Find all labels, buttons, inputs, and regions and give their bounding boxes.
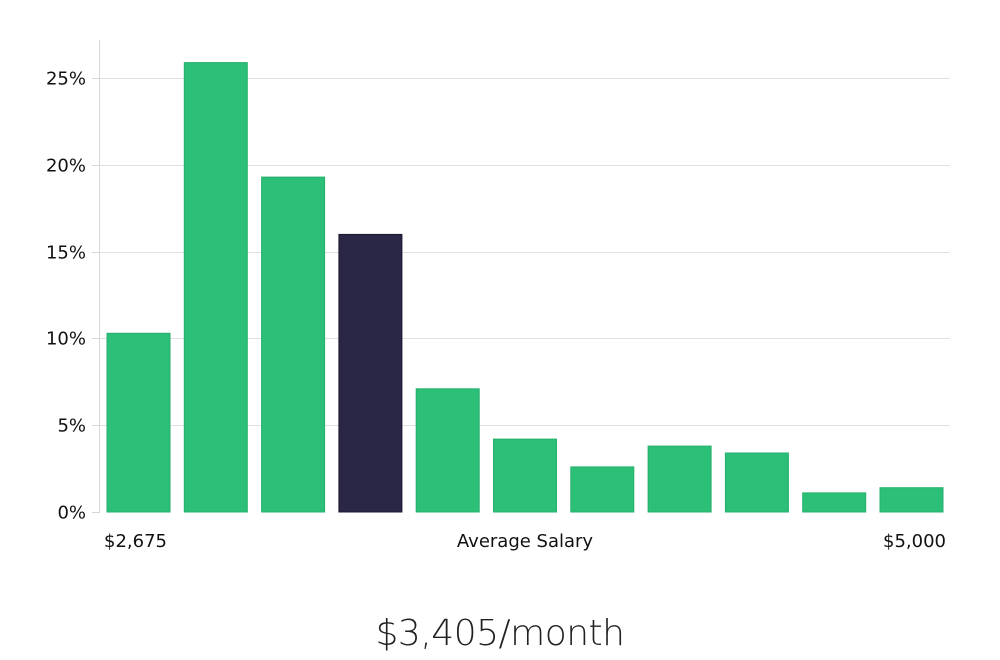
- bar: [570, 466, 635, 513]
- bar: [415, 388, 480, 513]
- bar: [183, 62, 248, 513]
- salary-histogram: 0% 5% 10% 15% 20% 25% $2,675 Average Salary $…: [46, 40, 950, 552]
- y-tick-labels: 0% 5% 10% 15% 20% 25%: [46, 69, 100, 524]
- bar-highlighted: [338, 233, 403, 513]
- y-tick-label: 15%: [46, 243, 86, 264]
- y-tick-label: 25%: [46, 69, 86, 90]
- x-axis-title: Average Salary: [457, 531, 594, 552]
- bar: [879, 487, 944, 513]
- y-tick-label: 0%: [57, 503, 86, 524]
- bar: [106, 332, 171, 513]
- y-tick-label: 5%: [57, 416, 86, 437]
- bar: [724, 452, 789, 513]
- y-tick-label: 10%: [46, 329, 86, 350]
- x-max-label: $5,000: [883, 531, 946, 552]
- x-min-label: $2,675: [104, 531, 167, 552]
- y-tick-label: 20%: [46, 156, 86, 177]
- bar: [647, 445, 712, 513]
- bar: [261, 176, 326, 513]
- average-salary-summary: $3,405/month: [375, 613, 625, 654]
- bar: [493, 438, 557, 513]
- bars: [106, 62, 944, 513]
- bar: [802, 492, 867, 513]
